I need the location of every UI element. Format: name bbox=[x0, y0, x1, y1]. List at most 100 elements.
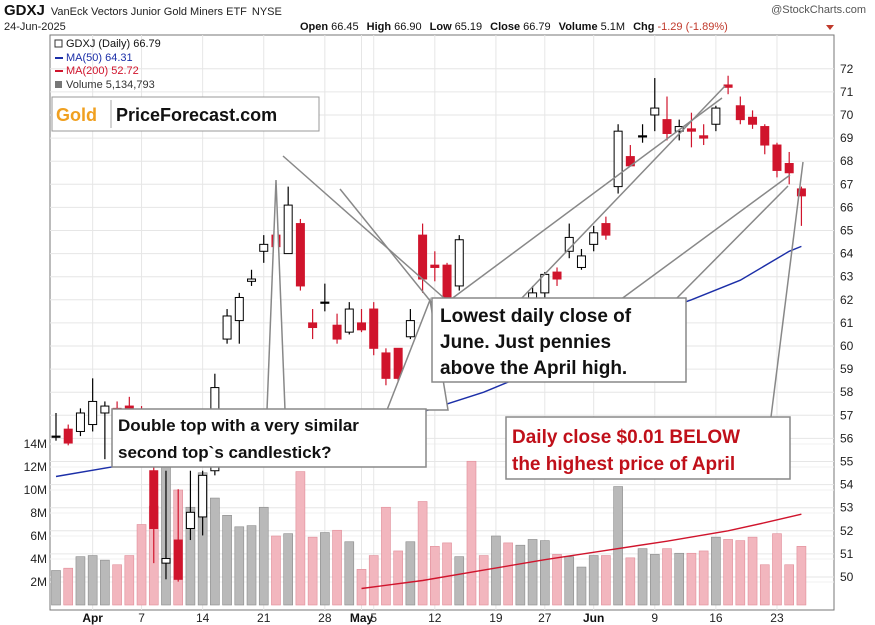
volume-tick-label: 14M bbox=[24, 437, 47, 451]
date-tick-label: 14 bbox=[196, 611, 210, 625]
date-tick-label: 9 bbox=[651, 611, 658, 625]
price-tick-label: 59 bbox=[840, 362, 854, 376]
symbol-title: GDXJ VanEck Vectors Junior Gold Miners ET… bbox=[4, 2, 282, 19]
price-tick-label: 68 bbox=[840, 154, 854, 168]
date-tick-label: 27 bbox=[538, 611, 552, 625]
volume-bar bbox=[295, 471, 306, 606]
candle-body bbox=[198, 474, 208, 518]
volume-bar bbox=[454, 556, 465, 606]
volume-bar bbox=[491, 535, 501, 606]
candle-body bbox=[173, 539, 183, 580]
volume-bar bbox=[51, 570, 61, 606]
candle-body bbox=[63, 428, 73, 444]
watermark-site: PriceForecast.com bbox=[116, 105, 277, 125]
volume-bar bbox=[784, 564, 795, 606]
chart-date: 24-Jun-2025 bbox=[4, 21, 66, 33]
price-tick-label: 72 bbox=[840, 62, 854, 76]
price-tick-label: 56 bbox=[840, 431, 854, 445]
double-top-line2: second top`s candlestick? bbox=[118, 443, 332, 462]
volume-bar bbox=[87, 555, 98, 606]
volume-bar bbox=[723, 539, 733, 606]
annotation-daily-close: Daily close $0.01 BELOW the highest pric… bbox=[505, 416, 791, 480]
volume-bar bbox=[368, 555, 379, 606]
date-tick-label: 23 bbox=[770, 611, 784, 625]
price-tick-label: 60 bbox=[840, 339, 854, 353]
ma50-legend: MA(50) 64.31 bbox=[66, 52, 133, 64]
ma200-legend: MA(200) 52.72 bbox=[66, 65, 139, 77]
price-tick-label: 54 bbox=[840, 478, 854, 492]
volume-tick-label: 6M bbox=[30, 529, 47, 543]
candle-body bbox=[247, 278, 257, 282]
ma200-line bbox=[361, 513, 802, 590]
price-tick-label: 53 bbox=[840, 501, 854, 515]
candle-body bbox=[320, 301, 330, 304]
daily-close-line2: the highest price of April bbox=[512, 454, 735, 475]
volume-bar bbox=[674, 552, 685, 606]
price-tick-label: 64 bbox=[840, 247, 854, 261]
volume-bar bbox=[527, 539, 538, 606]
volume-bar bbox=[466, 460, 477, 606]
candle-body bbox=[442, 264, 452, 298]
volume-bars bbox=[51, 459, 807, 606]
volume-bar bbox=[124, 555, 135, 606]
volume-bar bbox=[649, 554, 660, 606]
volume-bar bbox=[100, 559, 110, 606]
volume-bar bbox=[503, 542, 513, 606]
date-tick-label: 12 bbox=[428, 611, 442, 625]
annotation-double-top: Double top with a very similar second to… bbox=[111, 408, 427, 468]
watermark-gold: Gold bbox=[56, 105, 97, 125]
price-tick-label: 65 bbox=[840, 224, 854, 238]
price-tick-label: 52 bbox=[840, 524, 854, 538]
candle-body bbox=[686, 128, 696, 132]
candle-body bbox=[234, 296, 244, 322]
volume-bar bbox=[539, 540, 550, 606]
volume-bar bbox=[246, 525, 257, 606]
volume-bar bbox=[405, 541, 416, 606]
volume-bar bbox=[258, 506, 269, 606]
volume-bar bbox=[711, 536, 721, 606]
price-tick-label: 61 bbox=[840, 316, 854, 330]
double-top-line1: Double top with a very similar bbox=[118, 416, 359, 435]
volume-bar bbox=[222, 514, 232, 606]
price-tick-label: 57 bbox=[840, 408, 854, 422]
candle-body bbox=[161, 558, 171, 564]
candle-body bbox=[283, 204, 293, 255]
candle-body bbox=[405, 320, 415, 338]
volume-bar bbox=[234, 526, 245, 606]
candle-body bbox=[735, 105, 745, 121]
candle-body bbox=[185, 511, 195, 529]
candle-body bbox=[699, 135, 709, 139]
date-tick-label: 5 bbox=[370, 611, 377, 625]
volume-bar bbox=[552, 554, 562, 606]
candle-body bbox=[308, 322, 318, 329]
candle-body bbox=[357, 322, 366, 331]
candle-body bbox=[601, 223, 611, 236]
date-tick-label: 19 bbox=[489, 611, 503, 625]
volume-bar bbox=[613, 486, 623, 606]
volume-bar bbox=[772, 533, 782, 606]
candle-body bbox=[430, 264, 440, 268]
candle-body bbox=[613, 130, 623, 188]
candle-body bbox=[344, 308, 354, 333]
price-tick-label: 55 bbox=[840, 455, 854, 469]
volume-bar bbox=[136, 524, 147, 606]
price-tick-label: 66 bbox=[840, 200, 854, 214]
price-legend: GDXJ (Daily) 66.79 bbox=[66, 38, 161, 50]
lowest-close-line1: Lowest daily close of bbox=[440, 306, 632, 327]
candle-body bbox=[650, 107, 660, 116]
volume-bar bbox=[564, 556, 575, 606]
candle-body bbox=[51, 435, 61, 438]
volume-bar bbox=[271, 535, 281, 606]
lowest-close-line2: June. Just pennies bbox=[440, 332, 611, 353]
price-tick-label: 58 bbox=[840, 385, 854, 399]
volume-bar bbox=[637, 548, 648, 606]
volume-bar bbox=[332, 529, 342, 606]
price-tick-label: 51 bbox=[840, 547, 854, 561]
down-arrow-icon bbox=[826, 25, 834, 30]
candle-body bbox=[662, 119, 672, 134]
date-tick-label: Apr bbox=[82, 611, 103, 625]
date-tick-label: 28 bbox=[318, 611, 332, 625]
volume-axis: 2M 4M 6M 8M 10M 12M 14M bbox=[24, 437, 47, 589]
